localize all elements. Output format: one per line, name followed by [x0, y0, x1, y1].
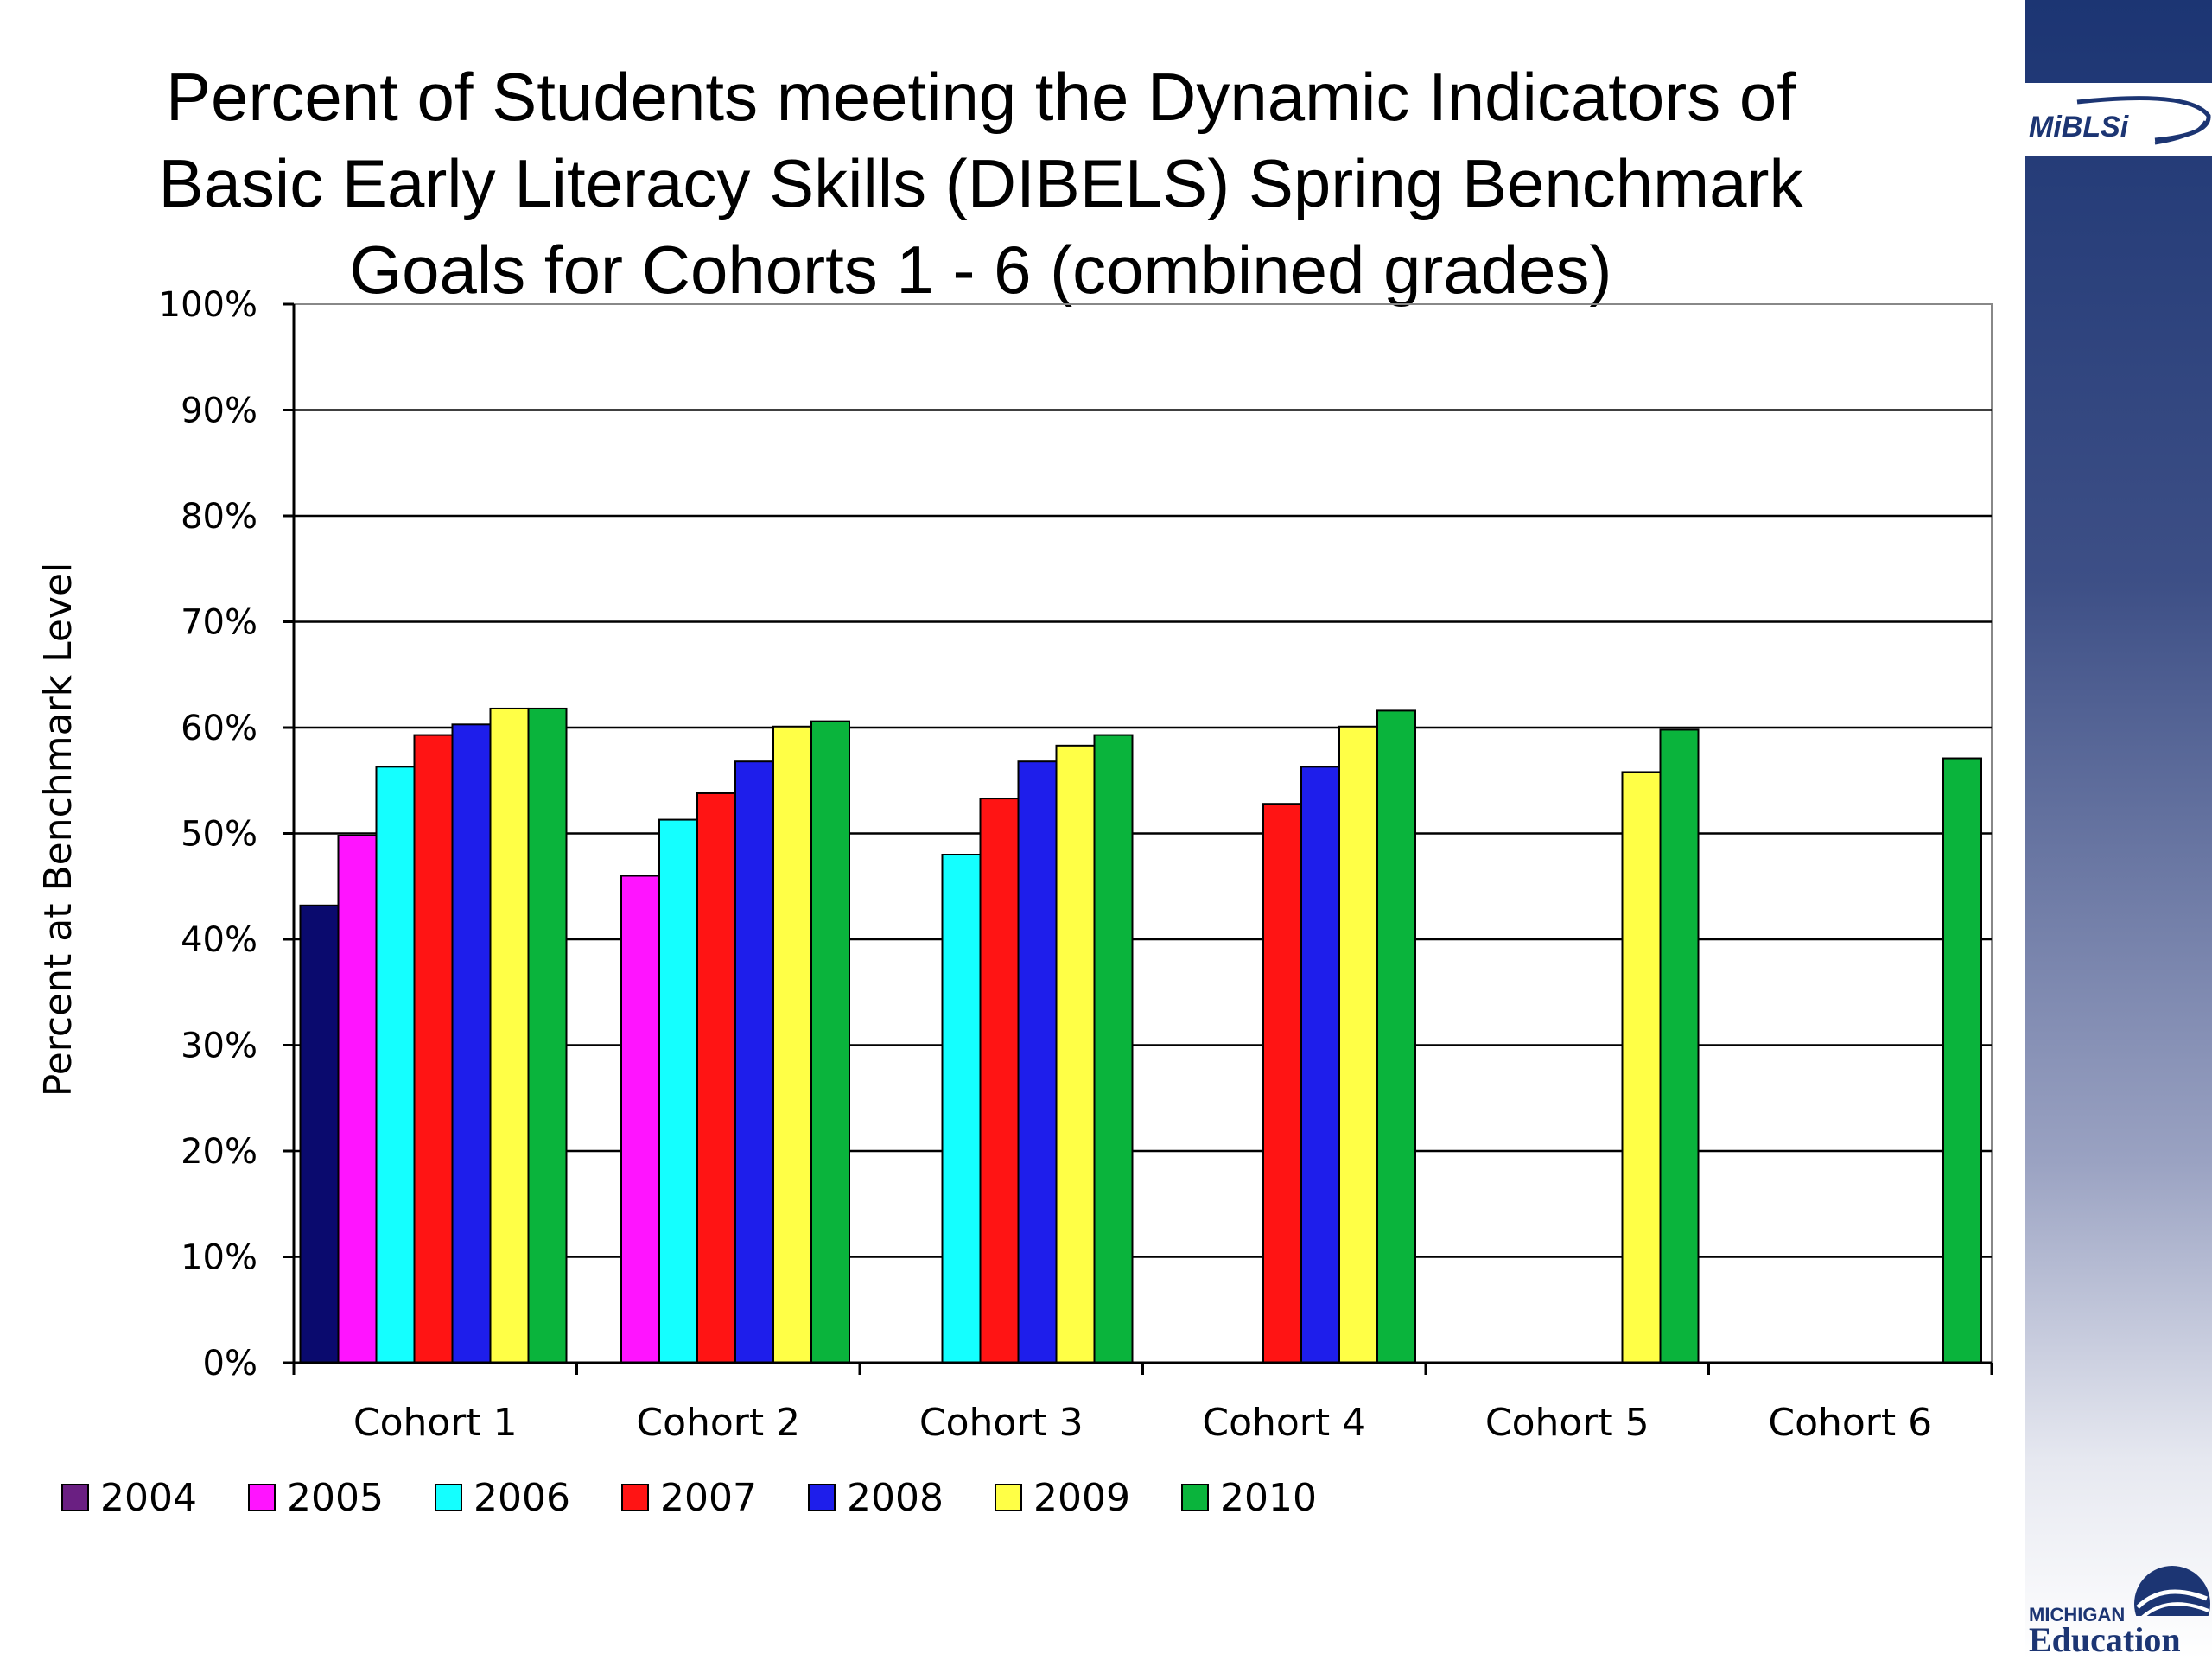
y-tick-label: 60%	[181, 709, 257, 748]
footer-logo-education: Education	[2029, 1620, 2181, 1659]
legend-label: 2007	[660, 1476, 757, 1520]
legend-swatch	[621, 1484, 649, 1511]
legend-label: 2008	[847, 1476, 944, 1520]
seal-icon	[2134, 1566, 2210, 1616]
y-tick-label: 20%	[181, 1132, 257, 1172]
bar-2009-4	[1338, 725, 1378, 1364]
legend-item-2007: 2007	[621, 1476, 757, 1520]
x-tick-label: Cohort 6	[1768, 1401, 1932, 1445]
bars	[299, 707, 1982, 1364]
y-tick-label: 80%	[181, 497, 257, 537]
y-tick-labels: 0% 10% 20% 30% 40% 50% 60% 70% 80% 90% 100%	[159, 285, 257, 1383]
legend-label: 2005	[287, 1476, 384, 1520]
bar-2008-1	[451, 723, 492, 1364]
michigan-education-logo: MICHIGAN Education	[2025, 1555, 2212, 1659]
x-tick-label: Cohort 3	[919, 1401, 1084, 1445]
bar-2007-1	[413, 734, 454, 1364]
y-tick-label: 10%	[181, 1238, 257, 1278]
legend-label: 2010	[1220, 1476, 1317, 1520]
y-tick-label: 40%	[181, 920, 257, 960]
y-tick-label: 90%	[181, 391, 257, 431]
x-tick-label: Cohort 2	[636, 1401, 800, 1445]
y-tick-label: 70%	[181, 603, 257, 643]
legend-swatch	[61, 1484, 89, 1511]
legend-swatch	[808, 1484, 836, 1511]
y-tick-label: 100%	[159, 285, 257, 325]
y-axis-label: Percent at Benchmark Level	[36, 563, 80, 1097]
bar-2010-1	[527, 707, 568, 1364]
legend-swatch	[995, 1484, 1022, 1511]
legend-swatch	[248, 1484, 276, 1511]
legend-item-2010: 2010	[1181, 1476, 1317, 1520]
bar-2010-4	[1376, 709, 1416, 1364]
bar-2009-2	[772, 725, 812, 1364]
bar-2007-4	[1262, 803, 1302, 1364]
miblsi-logo: MiBLSi	[2025, 83, 2212, 156]
bar-2007-3	[979, 798, 1020, 1364]
y-tick-label: 0%	[203, 1344, 257, 1383]
y-tick-label: 30%	[181, 1027, 257, 1066]
legend-swatch	[435, 1484, 462, 1511]
footer-logo-michigan: MICHIGAN	[2029, 1604, 2126, 1625]
legend-item-2006: 2006	[435, 1476, 570, 1520]
legend-item-2008: 2008	[808, 1476, 944, 1520]
x-tick-labels: Cohort 1 Cohort 2 Cohort 3 Cohort 4 Cohort 5…	[353, 1401, 1932, 1445]
bar-2010-5	[1659, 728, 1700, 1364]
bar-2010-6	[1942, 757, 1982, 1364]
legend-label: 2004	[100, 1476, 197, 1520]
bar-2008-3	[1017, 760, 1058, 1364]
miblsi-logo-icon: MiBLSi	[2029, 96, 2211, 145]
bar-2009-5	[1621, 771, 1662, 1364]
logo-text: MiBLSi	[2029, 111, 2130, 143]
bar-2008-4	[1300, 766, 1340, 1364]
slide-title: Percent of Students meeting the Dynamic …	[158, 59, 1803, 308]
legend-label: 2006	[474, 1476, 570, 1520]
bar-2008-2	[734, 760, 774, 1364]
legend-swatch	[1181, 1484, 1209, 1511]
x-tick-label: Cohort 1	[353, 1401, 518, 1445]
legend-item-2004: 2004	[61, 1476, 197, 1520]
x-tick-label: Cohort 4	[1202, 1401, 1366, 1445]
bar-2010-3	[1093, 734, 1134, 1364]
bar-2009-3	[1055, 744, 1096, 1364]
y-tick-label: 50%	[181, 815, 257, 855]
bar-2005-1	[337, 834, 378, 1364]
bar-2005-2	[620, 875, 660, 1364]
x-tick-label: Cohort 5	[1485, 1401, 1649, 1445]
bar-2006-1	[375, 766, 416, 1364]
bar-2004-1	[299, 904, 340, 1364]
bar-2006-3	[941, 854, 982, 1364]
decorative-sidebar	[2025, 0, 2212, 1659]
legend-label: 2009	[1033, 1476, 1130, 1520]
bar-2006-2	[658, 818, 698, 1364]
legend-item-2005: 2005	[248, 1476, 384, 1520]
bar-2007-2	[696, 792, 736, 1364]
legend: 2004 2005 2006 2007 2008 2009 2010	[61, 1476, 1317, 1520]
bar-2010-2	[810, 720, 850, 1364]
legend-item-2009: 2009	[995, 1476, 1130, 1520]
bar-2009-1	[489, 707, 530, 1364]
bar-chart: 0% 10% 20% 30% 40% 50% 60% 70% 80% 90% 100% Cohort…	[36, 285, 1993, 1520]
axes	[283, 302, 1993, 1375]
